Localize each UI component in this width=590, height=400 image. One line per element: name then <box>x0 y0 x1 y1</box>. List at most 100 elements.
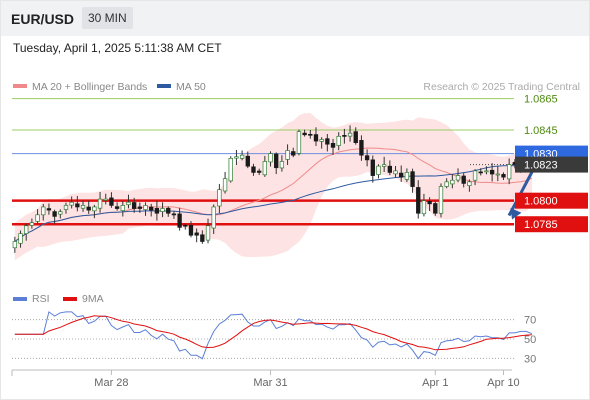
candle <box>291 147 296 158</box>
candle <box>75 196 80 212</box>
forecast-arrow-head <box>510 207 522 220</box>
rsi-legend-label-1: 9MA <box>82 293 104 305</box>
candle-body <box>46 208 52 211</box>
candle <box>222 171 228 194</box>
candle-body <box>387 165 393 173</box>
x-tick-label-3: Apr 10 <box>487 377 519 389</box>
candle <box>325 134 330 152</box>
rsi-line <box>14 311 533 360</box>
candle-body <box>319 139 324 142</box>
candle <box>80 200 86 212</box>
candle-body <box>109 197 114 206</box>
candle <box>319 137 324 149</box>
candle <box>131 197 137 213</box>
price-tag-label-4: 1.0800 <box>524 196 558 208</box>
candle <box>58 209 63 219</box>
candle-body <box>149 206 154 211</box>
candle <box>245 151 250 169</box>
candle-body <box>342 135 347 137</box>
candle-body <box>120 205 125 212</box>
x-tick-label-2: Apr 1 <box>422 377 448 389</box>
candle-body <box>268 153 273 163</box>
candle <box>279 155 285 172</box>
credit-label: Research © 2025 Trading Central <box>423 81 580 93</box>
price-tag-3 <box>515 156 588 173</box>
price-tag-label-5: 1.0785 <box>524 219 558 231</box>
candle <box>188 221 194 238</box>
candle <box>69 196 74 209</box>
candle <box>393 165 398 178</box>
candle <box>342 128 347 144</box>
candle <box>251 163 256 176</box>
candle-body <box>438 186 444 214</box>
candle-body <box>137 206 143 209</box>
candle-body <box>501 174 506 178</box>
legend-label-0: MA 20 + Bollinger Bands <box>32 81 147 93</box>
candle-body <box>399 172 404 178</box>
price-tag-label-3: 1.0823 <box>524 160 558 172</box>
timestamp: Tuesday, April 1, 2025 5:11:38 AM CET <box>13 41 222 55</box>
candle <box>46 203 52 215</box>
candle-body <box>126 201 131 206</box>
candle <box>427 197 432 211</box>
candle <box>285 144 290 166</box>
candle <box>194 228 199 243</box>
candle-body <box>404 172 410 180</box>
header-bar: EUR/USD 30 MIN <box>0 0 590 36</box>
rsi-legend-label-0: RSI <box>32 293 50 305</box>
candles <box>12 125 535 253</box>
candle <box>103 193 108 205</box>
rsi-level-label-2: 30 <box>524 353 536 365</box>
candle-body <box>427 201 432 205</box>
candle-body <box>183 224 188 227</box>
candle <box>12 236 18 253</box>
candle <box>211 204 216 235</box>
candle-body <box>262 161 268 176</box>
candle-body <box>131 202 137 209</box>
candle-body <box>234 156 239 159</box>
candle-body <box>256 170 262 173</box>
ma50-line <box>14 165 532 242</box>
candle <box>262 155 268 177</box>
timeframe-badge[interactable]: 30 MIN <box>82 7 133 29</box>
rsi-level-label-0: 70 <box>524 315 536 327</box>
candle-body <box>455 175 461 181</box>
candle <box>296 129 302 156</box>
candle-body <box>58 211 63 215</box>
candle <box>484 166 489 175</box>
candle-body <box>330 142 336 148</box>
candle-body <box>296 131 302 154</box>
candle <box>160 202 165 218</box>
candle-body <box>63 205 69 210</box>
candle <box>166 206 171 217</box>
candle <box>52 209 57 224</box>
candle-body <box>154 208 160 214</box>
candle <box>149 203 154 217</box>
symbol-label: EUR/USD <box>11 11 75 27</box>
candle-body <box>86 206 91 211</box>
rsi-legend-swatch-0 <box>13 297 27 301</box>
candle-body <box>166 207 171 214</box>
candle-body <box>12 241 18 249</box>
candle <box>24 223 29 241</box>
candle <box>29 218 35 229</box>
candle-body <box>484 170 489 173</box>
candle <box>501 172 506 181</box>
candle <box>205 218 211 244</box>
candle-body <box>143 205 148 210</box>
candle-body <box>461 175 466 184</box>
candle-body <box>177 213 182 228</box>
candle-body <box>239 154 245 159</box>
rsi-legend-swatch-1 <box>63 297 77 301</box>
level-label-1: 1.0845 <box>524 125 558 137</box>
candle <box>472 169 478 186</box>
candle <box>347 125 353 142</box>
candle <box>97 191 103 213</box>
candle-body <box>495 173 500 176</box>
candle-body <box>217 189 222 207</box>
candle <box>416 180 421 219</box>
candle <box>35 209 40 224</box>
candle <box>228 156 233 183</box>
candle-body <box>92 206 97 212</box>
candle-body <box>381 164 387 167</box>
